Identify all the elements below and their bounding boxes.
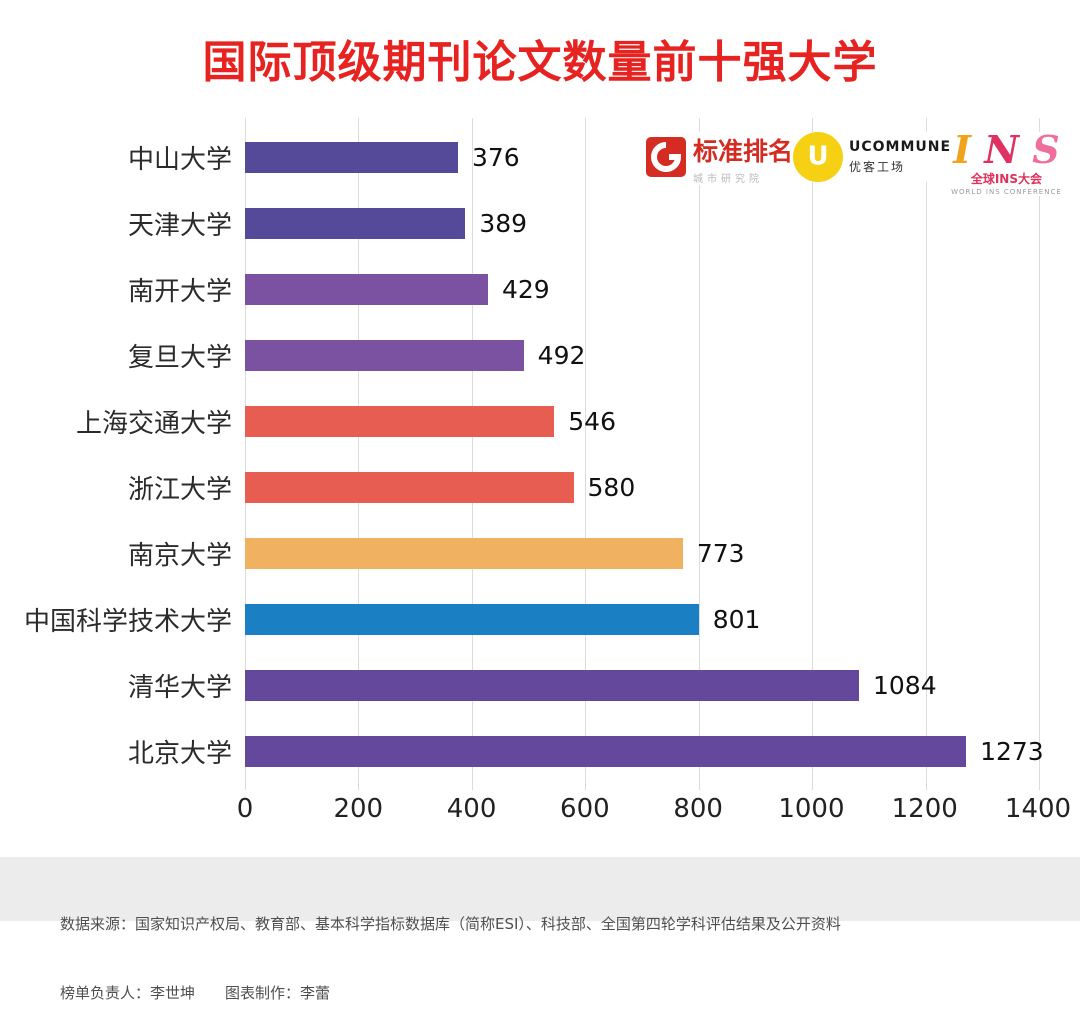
x-axis-ticks: 0 200 400 600 800 1000 1200 1400 xyxy=(237,794,1071,830)
gridline xyxy=(812,118,814,790)
bar xyxy=(245,207,466,239)
ucommune-logo-icon: U xyxy=(793,132,844,182)
bar-area: 492 xyxy=(245,322,1038,388)
bar xyxy=(245,273,488,305)
category-label: 天津大学 xyxy=(127,210,232,241)
chart-row: 天津大学 389 xyxy=(0,190,1080,256)
category-label: 中国科学技术大学 xyxy=(23,606,232,637)
bar-area: 580 xyxy=(245,454,1038,520)
gridline xyxy=(471,118,473,790)
bar xyxy=(245,471,574,503)
chart-title: 国际顶级期刊论文数量前十强大学 xyxy=(202,37,878,88)
biaozhun-logo-name: 标准排名 xyxy=(693,137,794,166)
value-label: 546 xyxy=(568,406,616,436)
bar-chart: 中山大学 376 天津大学 389 南开大学 429 复旦大学 492 上海交通大学 546 浙江大… xyxy=(0,118,1080,830)
category-label: 南开大学 xyxy=(127,276,232,307)
gridline xyxy=(925,118,927,790)
value-label: 580 xyxy=(587,472,636,502)
ins-logo-subtitle: 全球INS大会 xyxy=(970,172,1042,186)
chart-row: 北京大学 1273 xyxy=(0,718,1080,784)
bar-area: 773 xyxy=(245,520,1038,586)
bar-area: 546 xyxy=(245,388,1038,454)
value-label: 376 xyxy=(471,142,520,172)
ucommune-logo: U UCOMMUNE 优客工场 xyxy=(793,132,952,182)
gridline xyxy=(358,118,360,790)
category-label: 清华大学 xyxy=(127,672,232,703)
ins-logo-letter: N xyxy=(984,127,1019,172)
gridline xyxy=(1039,118,1040,790)
value-label: 1084 xyxy=(873,670,937,700)
chart-row: 上海交通大学 546 xyxy=(0,388,1080,454)
ucommune-logo-subtitle: 优客工场 xyxy=(849,160,906,174)
biaozhun-logo-text: 标准排名 城市研究院 xyxy=(693,132,793,185)
bar xyxy=(245,405,555,437)
bar xyxy=(245,339,524,371)
chart-row: 复旦大学 492 xyxy=(0,322,1080,388)
bar xyxy=(245,537,683,569)
gridline xyxy=(698,118,700,790)
x-tick-label: 800 xyxy=(673,794,723,824)
ins-logo: I N S 全球INS大会 WORLD INS CONFERENCE xyxy=(951,131,1062,196)
category-label: 北京大学 xyxy=(127,738,232,769)
bar-area: 1273 xyxy=(245,718,1044,784)
footer-credits-line: 榜单负责人：李世坤 图表制作：李蕾 xyxy=(60,984,331,1002)
category-label: 南京大学 xyxy=(127,540,232,571)
x-tick-label: 0 xyxy=(236,794,254,824)
ins-logo-letter: S xyxy=(1032,127,1060,172)
biaozhun-logo: 标准排名 城市研究院 xyxy=(645,132,794,185)
bar xyxy=(245,735,967,767)
chart-row: 南开大学 429 xyxy=(0,256,1080,322)
bar xyxy=(245,669,859,701)
gridline xyxy=(585,118,587,790)
x-tick-label: 1200 xyxy=(891,794,958,824)
ins-logo-letter: I xyxy=(953,127,971,172)
chart-row: 清华大学 1084 xyxy=(0,652,1080,718)
x-tick-label: 200 xyxy=(333,794,384,824)
bar-area: 1084 xyxy=(245,652,1038,718)
biaozhun-logo-subtitle: 城市研究院 xyxy=(693,174,763,185)
chart-rows: 中山大学 376 天津大学 389 南开大学 429 复旦大学 492 上海交通大学 546 浙江大… xyxy=(0,124,1080,784)
x-tick-label: 1400 xyxy=(1004,794,1072,824)
bar-area: 389 xyxy=(245,190,1038,256)
x-tick-label: 1000 xyxy=(778,794,845,824)
ucommune-logo-text: UCOMMUNE 优客工场 xyxy=(849,139,951,175)
bar-area: 429 xyxy=(245,256,1038,322)
gridlines xyxy=(245,118,1040,790)
value-label: 389 xyxy=(479,208,528,238)
chart-row: 南京大学 773 xyxy=(0,520,1080,586)
chart-row: 中山大学 376 xyxy=(0,124,1080,190)
bar xyxy=(245,141,458,173)
bar-area: 376 xyxy=(245,124,1038,190)
category-label: 复旦大学 xyxy=(127,342,232,373)
category-label: 中山大学 xyxy=(127,144,232,175)
ucommune-logo-name: UCOMMUNE xyxy=(849,139,952,155)
value-label: 773 xyxy=(696,538,745,568)
chart-row: 浙江大学 580 xyxy=(0,454,1080,520)
value-label: 492 xyxy=(537,340,586,370)
gridline xyxy=(245,118,246,790)
category-label: 上海交通大学 xyxy=(75,408,232,439)
value-label: 801 xyxy=(712,604,761,634)
ins-logo-letters: I N S xyxy=(953,131,1059,169)
value-label: 429 xyxy=(501,274,550,304)
x-tick-label: 600 xyxy=(560,794,610,824)
footer: 数据来源：国家知识产权局、教育部、基本科学指标数据库（简称ESI）、科技部、全国… xyxy=(0,857,1080,1002)
value-label: 1273 xyxy=(980,736,1044,766)
ucommune-logo-icon-letter: U xyxy=(807,141,829,172)
ins-logo-subtext: WORLD INS CONFERENCE xyxy=(951,188,1062,196)
chart-row: 中国科学技术大学 801 xyxy=(0,586,1080,652)
x-tick-label: 400 xyxy=(446,794,497,824)
logo-strip: 标准排名 城市研究院 U UCOMMUNE 优客工场 I N S 全球INS大会… xyxy=(645,131,1062,196)
bar xyxy=(245,603,699,635)
bar-area: 801 xyxy=(245,586,1038,652)
biaozhun-logo-icon xyxy=(645,136,687,182)
footer-source-line: 数据来源：国家知识产权局、教育部、基本科学指标数据库（简称ESI）、科技部、全国… xyxy=(60,915,841,933)
category-label: 浙江大学 xyxy=(127,474,232,505)
